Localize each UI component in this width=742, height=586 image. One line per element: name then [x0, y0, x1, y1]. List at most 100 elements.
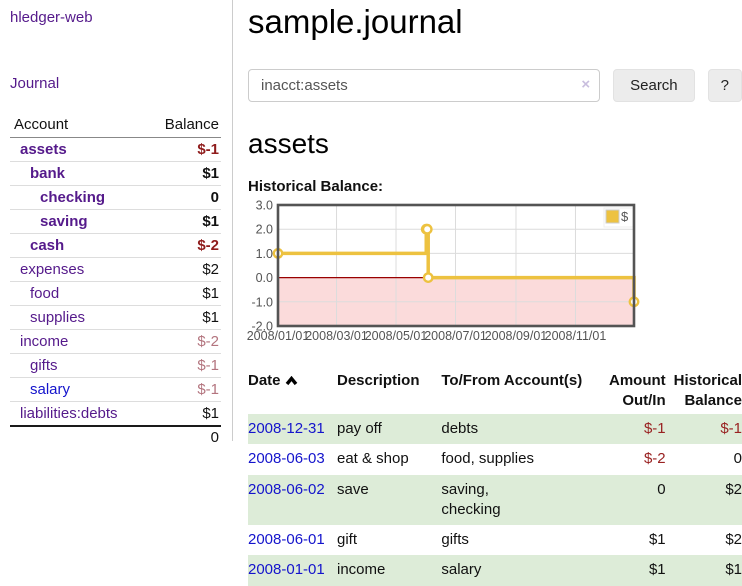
account-link-expenses[interactable]: expenses [20, 261, 85, 278]
register-row: 2008-06-02 save saving, checking 0 $2 [248, 474, 742, 526]
account-link-gifts[interactable]: gifts [30, 357, 58, 374]
register-date-cell: 2008-06-02 [248, 475, 337, 526]
transaction-date-link[interactable]: 2008-06-03 [248, 450, 325, 468]
register-description: income [336, 561, 386, 579]
account-name-cell: income [10, 329, 146, 354]
journal-nav-link[interactable]: Journal [10, 75, 60, 92]
account-link-checking[interactable]: checking [40, 189, 106, 206]
account-row: liabilities:debts $1 [10, 401, 221, 427]
account-balance: $1 [145, 161, 221, 186]
transaction-date-link[interactable]: 2008-06-02 [248, 480, 325, 498]
search-form: × Search ? [248, 69, 742, 102]
app-brand-link[interactable]: hledger-web [10, 9, 93, 26]
account-row: gifts $-1 [10, 353, 221, 378]
register-description: gift [336, 531, 357, 548]
transaction-date-link[interactable]: 2008-01-01 [248, 561, 325, 579]
register-description: pay off [336, 420, 382, 437]
register-row: 2008-06-03 eat & shop food, supplies $-2 0 [248, 444, 742, 474]
register-balance: $2 [725, 531, 742, 548]
account-link-saving[interactable]: saving [40, 213, 88, 230]
register-amount: 0 [657, 480, 666, 498]
account-row: income $-2 [10, 329, 221, 354]
account-name-cell: saving [10, 209, 146, 234]
account-name-cell: checking [10, 185, 146, 210]
register-description: eat & shop [336, 450, 409, 468]
accounts-total-value: 0 [210, 429, 219, 446]
register-tofrom-accounts: salary [441, 561, 482, 579]
account-link-food[interactable]: food [30, 285, 60, 302]
historical-balance-chart: $3.0 2.0 1.0 0.0 -1.0 -2.02008/01/012008/03/0… [247, 199, 640, 343]
account-link-bank[interactable]: bank [30, 165, 66, 182]
y-tick-label: -2.0 [251, 320, 273, 334]
account-balance: $1 [145, 305, 221, 330]
register-row: 2008-12-31 pay off debts $-1 $-1 [248, 414, 742, 445]
register-header-amount: Amount Out/In [608, 372, 666, 409]
y-tick-label: 1.0 [256, 247, 273, 261]
x-tick-label: 2008/07/01 [424, 329, 487, 343]
help-button[interactable]: ? [707, 69, 742, 102]
clear-search-icon[interactable]: × [581, 76, 591, 93]
accounts-header-balance: Balance [145, 113, 221, 138]
search-input[interactable] [248, 69, 601, 102]
search-button[interactable]: Search [613, 69, 695, 102]
register-balance: $2 [725, 480, 742, 498]
register-row: 2008-06-01 gift gifts $1 $2 [248, 525, 742, 555]
spacer-cell [10, 426, 145, 449]
account-balance: $2 [145, 257, 221, 282]
y-tick-label: 0.0 [256, 271, 273, 285]
account-name-cell: gifts [10, 353, 146, 378]
account-link-liabilities-debts[interactable]: liabilities:debts [20, 405, 118, 422]
register-description: save [336, 480, 369, 498]
accounts-header-row: Account Balance [10, 113, 221, 138]
account-row: food $1 [10, 281, 221, 306]
chart-label: Historical Balance: [248, 178, 384, 195]
register-balance: $-1 [720, 420, 742, 437]
account-row: saving $1 [10, 209, 221, 234]
account-row: bank $1 [10, 161, 221, 186]
data-point [421, 223, 433, 235]
account-balance: 0 [145, 185, 221, 210]
account-balance: $-2 [145, 233, 221, 258]
data-point [422, 272, 434, 284]
y-tick-label: 2.0 [256, 223, 273, 237]
register-tofrom-accounts: food, supplies [441, 450, 534, 468]
account-heading: assets [248, 128, 329, 159]
register-tofrom-accounts: gifts [441, 531, 469, 548]
account-link-supplies[interactable]: supplies [30, 309, 86, 326]
register-date-cell: 2008-12-31 [248, 414, 337, 444]
sort-ascending-icon [285, 375, 297, 386]
account-link-salary[interactable]: salary [30, 381, 71, 398]
register-table: Date Description To/From Account(s) Amou… [248, 369, 742, 586]
account-balance: $-1 [145, 353, 221, 378]
register-header-tofrom: To/From Account(s) [441, 372, 583, 389]
account-row: assets $-1 [10, 137, 221, 162]
legend-swatch [605, 209, 620, 224]
sidebar: hledger-web Journal Account Balance asse… [0, 0, 233, 446]
account-link-income[interactable]: income [20, 333, 69, 350]
page-title: sample.journal [248, 3, 463, 40]
register-row: 2008-01-01 income salary $1 $1 [248, 555, 742, 586]
register-header-date[interactable]: Date [248, 369, 337, 414]
x-tick-label: 2008/05/01 [365, 329, 428, 343]
register-tofrom-accounts: saving, checking [441, 480, 501, 518]
y-tick-label: 3.0 [256, 199, 273, 213]
transaction-date-link[interactable]: 2008-12-31 [248, 420, 325, 437]
account-balance: $-1 [145, 137, 221, 162]
register-date-cell: 2008-06-01 [248, 525, 337, 555]
register-date-cell: 2008-01-01 [248, 555, 337, 585]
account-name-cell: cash [10, 233, 146, 258]
register-tofrom-accounts: debts [441, 420, 479, 437]
account-name-cell: food [10, 281, 146, 306]
account-balance: $1 [145, 281, 221, 306]
account-link-assets[interactable]: assets [20, 141, 67, 158]
accounts-header-account: Account [10, 113, 146, 138]
account-balance: $-2 [145, 329, 221, 354]
plot-border [276, 203, 636, 328]
account-link-cash[interactable]: cash [30, 237, 65, 254]
account-name-cell: assets [10, 137, 146, 162]
register-amount: $-2 [643, 450, 666, 468]
register-amount: $1 [648, 561, 666, 579]
account-row: expenses $2 [10, 257, 221, 282]
main-content: sample.journal × Search ? assets Histori… [247, 0, 742, 586]
transaction-date-link[interactable]: 2008-06-01 [248, 531, 325, 548]
